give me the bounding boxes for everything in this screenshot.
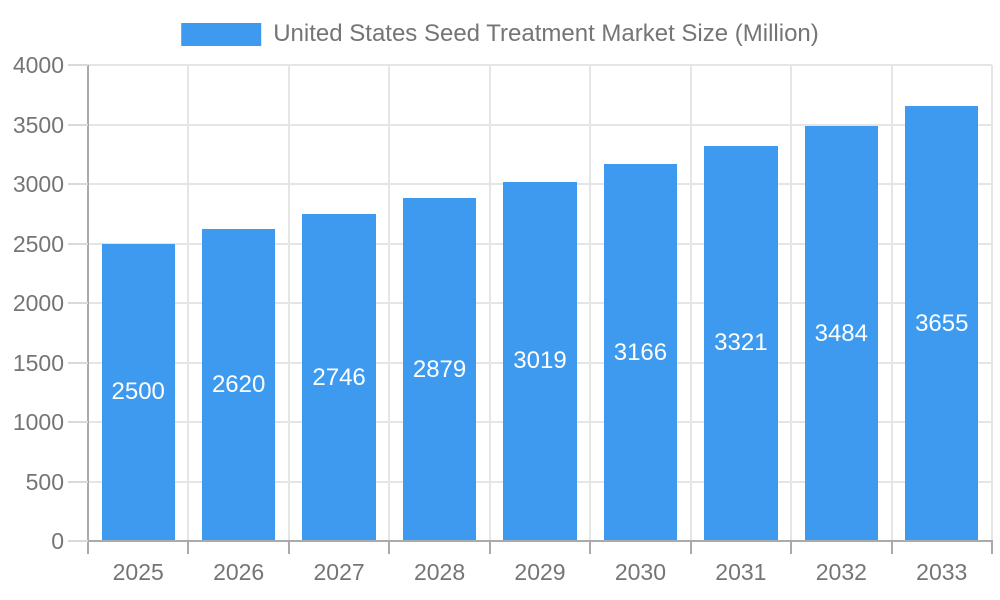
bar-value-label: 3484 — [814, 319, 868, 347]
bar-2032[interactable]: 3484 — [804, 126, 878, 541]
v-gridline — [790, 65, 793, 541]
x-axis-tick — [689, 542, 692, 554]
bar-value-label: 3166 — [613, 338, 668, 366]
bar-value-label: 2879 — [412, 355, 467, 383]
bar-2027[interactable]: 2746 — [302, 214, 376, 541]
bar-2030[interactable]: 3166 — [603, 164, 678, 541]
x-axis-tick — [87, 542, 89, 554]
h-gridline — [88, 64, 992, 66]
bar-value-label: 3019 — [513, 347, 567, 375]
bar-2026[interactable]: 2620 — [202, 229, 276, 541]
y-axis-tick-label: 3500 — [12, 111, 64, 138]
x-axis-line — [87, 540, 993, 542]
y-axis-tick-label: 0 — [51, 528, 64, 554]
x-axis-tick-label: 2028 — [413, 559, 466, 585]
y-axis-tick — [68, 64, 88, 66]
y-axis-tick — [68, 421, 88, 423]
bar-value-label: 3655 — [915, 309, 969, 337]
bar-2028[interactable]: 2879 — [402, 198, 477, 541]
x-axis-tick-label: 2033 — [916, 559, 968, 585]
y-axis-tick — [68, 242, 88, 245]
y-axis-tick — [68, 183, 88, 185]
y-axis-tick-label: 500 — [25, 468, 64, 495]
x-axis-tick — [890, 542, 893, 554]
bar-value-label: 2620 — [211, 371, 266, 399]
v-gridline — [488, 65, 491, 541]
x-axis-tick-label: 2027 — [313, 559, 365, 585]
legend-label: United States Seed Treatment Market Size… — [273, 20, 819, 47]
y-axis-tick — [68, 361, 88, 364]
x-axis-tick — [991, 542, 993, 554]
bar-value-label: 3321 — [714, 329, 768, 357]
legend-swatch-icon — [181, 22, 262, 46]
v-gridline — [388, 65, 391, 541]
x-axis-tick-label: 2030 — [614, 559, 667, 585]
y-axis-tick-label: 3000 — [12, 171, 64, 197]
v-gridline — [890, 65, 893, 541]
bar-2025[interactable]: 2500 — [101, 243, 175, 541]
v-gridline — [187, 65, 190, 541]
bar-2033[interactable]: 3655 — [905, 106, 979, 541]
x-axis-tick-label: 2031 — [715, 559, 767, 585]
y-axis-tick-label: 2500 — [12, 230, 64, 257]
legend-item[interactable]: United States Seed Treatment Market Size… — [181, 20, 819, 48]
bar-value-label: 2746 — [312, 363, 366, 391]
x-axis-tick-label: 2032 — [815, 559, 867, 585]
x-axis-tick — [187, 542, 190, 554]
y-axis-tick — [68, 540, 88, 542]
plot-area: 2500 2620 2746 2879 3019 3166 3321 3484 3655 — [88, 64, 993, 541]
bar-2029[interactable]: 3019 — [503, 181, 577, 541]
x-axis-tick-label: 2029 — [514, 559, 566, 585]
y-axis-tick — [68, 123, 88, 126]
bar-value-label: 2500 — [111, 378, 165, 406]
v-gridline — [991, 65, 993, 541]
y-axis-tick-label: 1000 — [12, 409, 64, 435]
v-gridline — [589, 65, 592, 541]
y-axis-tick — [68, 480, 88, 483]
y-axis-tick-label: 4000 — [12, 52, 64, 78]
x-axis-tick — [287, 542, 290, 554]
x-axis-tick — [589, 542, 592, 554]
y-axis-tick — [68, 302, 88, 304]
x-axis-tick — [388, 542, 391, 554]
x-axis-tick — [488, 542, 491, 554]
x-axis-tick-label: 2026 — [213, 559, 265, 585]
y-axis-tick-label: 1500 — [12, 349, 64, 376]
v-gridline — [287, 65, 290, 541]
x-axis-tick — [790, 542, 793, 554]
h-gridline — [88, 123, 992, 126]
bar-2031[interactable]: 3321 — [704, 145, 778, 541]
y-axis-line — [87, 65, 89, 542]
v-gridline — [689, 65, 692, 541]
y-axis-tick-label: 2000 — [12, 290, 64, 316]
x-axis-tick-label: 2025 — [112, 559, 164, 585]
